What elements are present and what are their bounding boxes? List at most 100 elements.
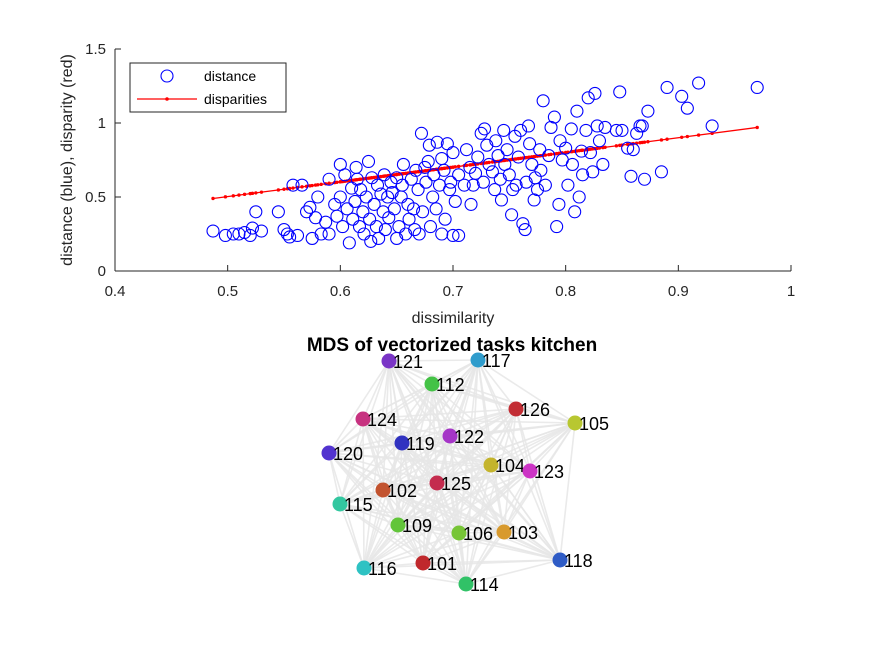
distance-point	[534, 163, 548, 177]
distance-point	[385, 186, 399, 200]
graph-edge	[397, 442, 403, 526]
distance-point	[311, 190, 325, 204]
graph-edge	[339, 503, 424, 564]
graph-edge	[363, 470, 531, 569]
graph-edge	[362, 418, 438, 484]
graph-node	[442, 428, 458, 444]
graph-edge	[431, 383, 517, 410]
disparity-point	[291, 186, 295, 190]
graph-edge	[339, 442, 403, 505]
graph-edge	[477, 359, 492, 466]
distance-point	[568, 205, 582, 219]
distance-point	[552, 197, 566, 211]
graph-node-label: 124	[367, 410, 397, 430]
distance-point	[392, 220, 406, 234]
distance-point	[497, 123, 511, 137]
graph-edge	[339, 503, 399, 526]
distance-point	[322, 227, 336, 241]
graph-node	[332, 496, 348, 512]
disparity-point	[659, 138, 664, 142]
graph-edge	[362, 418, 365, 569]
distance-point	[705, 119, 719, 133]
mds-graph: MDS of vectorized tasks kitchen 10110210…	[307, 335, 609, 595]
x-axis-label: dissimilarity	[412, 310, 495, 327]
disparity-point	[259, 190, 264, 194]
graph-node-label: 102	[387, 481, 417, 501]
y-tick-label: 1.5	[85, 41, 106, 58]
distance-point	[592, 134, 607, 148]
distance-point	[423, 220, 438, 234]
distance-point	[680, 101, 694, 115]
distance-point	[542, 149, 556, 163]
graph-edge	[458, 470, 531, 534]
distance-point	[536, 94, 550, 108]
disparity-point	[250, 191, 255, 196]
graph-edge	[328, 452, 365, 569]
disparity-point	[254, 191, 258, 195]
graph-edge	[397, 464, 492, 526]
distance-point	[509, 178, 523, 192]
graph-edge	[362, 408, 517, 420]
distance-point	[491, 149, 505, 163]
disparity-point	[680, 135, 684, 139]
distance-point	[340, 202, 354, 216]
graph-edge	[339, 418, 364, 505]
graph-node	[394, 435, 410, 451]
distance-point	[407, 202, 421, 216]
distance-point	[429, 202, 443, 216]
graph-node-label: 123	[534, 462, 564, 482]
graph-edge	[339, 360, 390, 505]
distance-series	[206, 76, 764, 250]
graph-edge	[388, 360, 517, 410]
disparity-point	[310, 183, 314, 188]
distance-point	[448, 194, 462, 208]
graph-edge	[362, 418, 451, 437]
distance-point	[615, 123, 629, 137]
distance-point	[626, 143, 640, 157]
distance-point	[412, 227, 426, 241]
graph-node	[483, 457, 499, 473]
distance-point	[579, 123, 593, 137]
distance-point	[243, 228, 257, 243]
distance-point	[367, 197, 381, 211]
legend-distance-label: distance	[204, 68, 256, 84]
x-tick-label: 0.6	[330, 283, 351, 300]
graph-edge	[515, 408, 531, 472]
graph-node	[508, 401, 524, 417]
distance-point	[396, 157, 410, 171]
distance-point	[519, 175, 533, 189]
distance-point	[457, 178, 471, 192]
distance-point	[357, 227, 371, 241]
disparity-point	[603, 145, 607, 149]
distance-point	[411, 183, 425, 197]
graph-edge	[363, 532, 460, 569]
distance-point	[408, 223, 422, 237]
graph-node	[321, 445, 337, 461]
distance-point	[333, 190, 347, 204]
distance-point	[218, 228, 232, 243]
distance-point	[359, 190, 373, 204]
distance-point	[559, 141, 573, 155]
legend-box	[129, 62, 287, 113]
graph-edge	[388, 360, 438, 484]
graph-node-label: 103	[508, 523, 538, 543]
graph-node-label: 120	[333, 444, 363, 464]
graph-edge	[362, 360, 390, 420]
distance-point	[245, 221, 260, 235]
graph-edge	[397, 524, 561, 561]
distance-point	[346, 212, 360, 226]
distance-point	[692, 76, 706, 90]
distance-point	[523, 137, 537, 151]
distance-point	[514, 123, 528, 137]
distance-point	[570, 104, 584, 118]
graph-node-label: 117	[482, 351, 511, 371]
distance-point	[583, 146, 598, 160]
graph-edge	[363, 442, 403, 569]
distance-point	[494, 193, 508, 207]
graph-edge	[515, 408, 576, 424]
distance-point	[363, 212, 377, 226]
distance-point	[574, 144, 588, 158]
graph-node	[375, 482, 391, 498]
graph-edge	[328, 435, 451, 454]
graph-edge	[465, 408, 517, 585]
